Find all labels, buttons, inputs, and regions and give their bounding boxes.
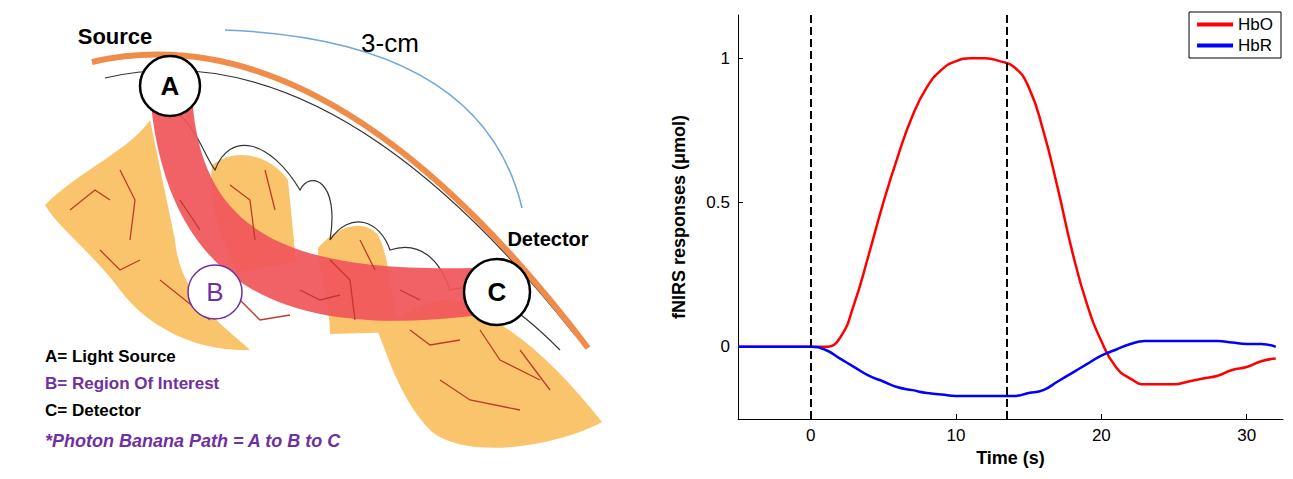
svg-text:*Photon Banana Path = A to B t: *Photon Banana Path = A to B to C — [45, 431, 341, 451]
svg-text:B: B — [206, 277, 223, 307]
svg-text:0: 0 — [721, 337, 730, 356]
svg-text:0: 0 — [806, 426, 815, 445]
svg-text:HbO: HbO — [1238, 15, 1273, 34]
svg-text:20: 20 — [1092, 426, 1111, 445]
svg-text:1: 1 — [721, 49, 730, 68]
svg-text:A= Light Source: A= Light Source — [45, 347, 176, 366]
svg-text:C= Detector: C= Detector — [45, 401, 141, 420]
svg-text:10: 10 — [947, 426, 966, 445]
svg-text:0.5: 0.5 — [706, 193, 730, 212]
svg-text:C: C — [488, 277, 507, 307]
svg-text:fNIRS responses (μmol): fNIRS responses (μmol) — [669, 115, 689, 319]
svg-text:Time (s): Time (s) — [976, 448, 1045, 468]
svg-text:Source: Source — [78, 24, 153, 49]
svg-text:A: A — [161, 71, 180, 101]
svg-text:HbR: HbR — [1238, 36, 1272, 55]
svg-text:Detector: Detector — [507, 228, 588, 250]
svg-text:30: 30 — [1237, 426, 1256, 445]
svg-text:B= Region Of Interest: B= Region Of Interest — [45, 374, 220, 393]
svg-text:3-cm: 3-cm — [361, 28, 419, 58]
